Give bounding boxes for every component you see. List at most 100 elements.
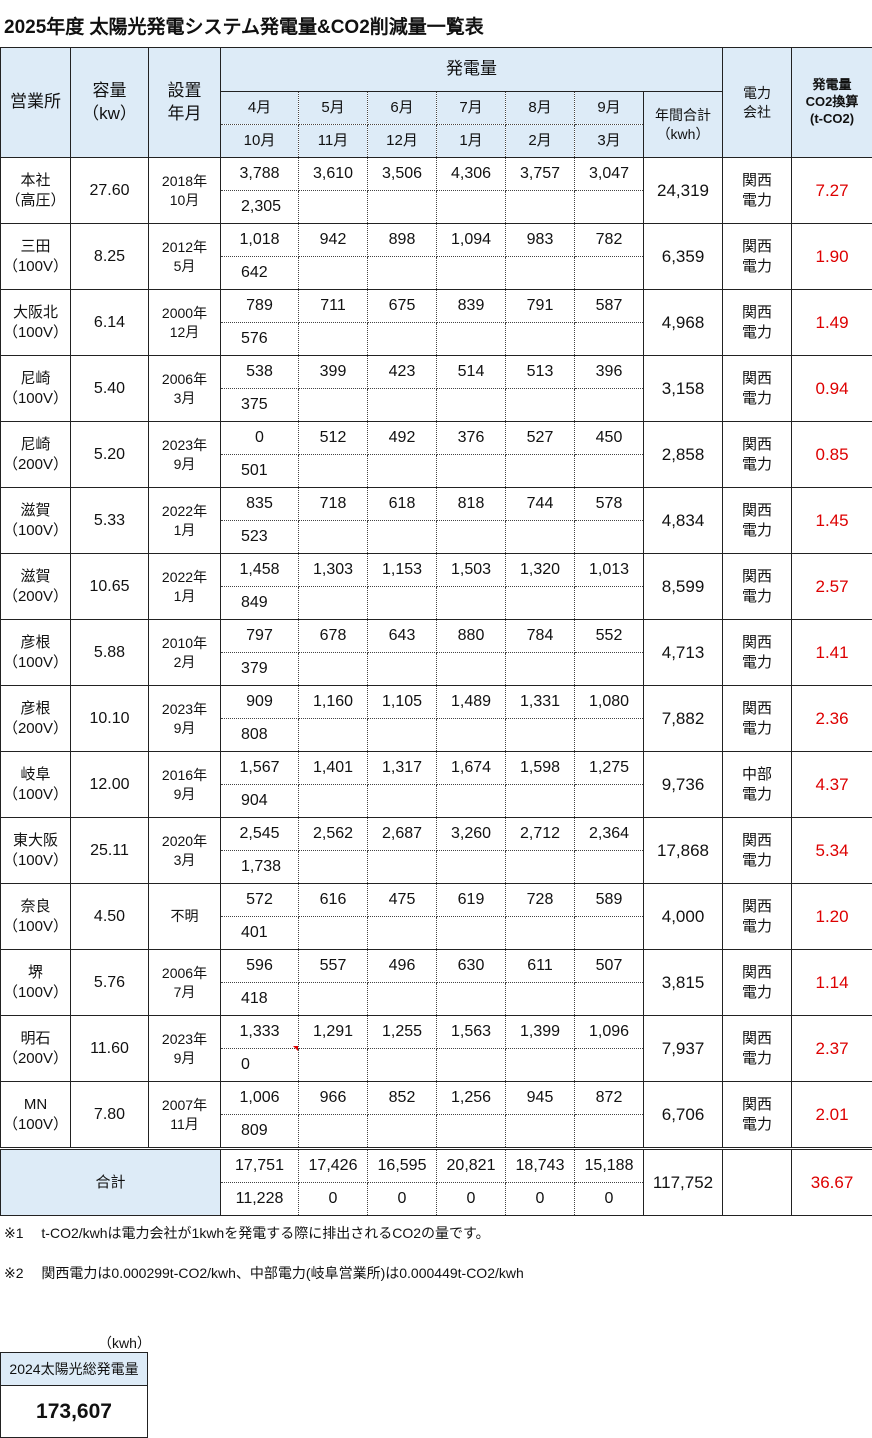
month-value: 782: [575, 224, 644, 257]
month-value: 3,757: [506, 158, 575, 191]
month-value: [506, 257, 575, 290]
month-value: 852: [368, 1082, 437, 1115]
total-month-value: 20,821: [437, 1149, 506, 1183]
annual-total: 8,599: [644, 554, 723, 620]
month-value: [299, 917, 368, 950]
month-value: 966: [299, 1082, 368, 1115]
month-value: 904: [221, 785, 299, 818]
month-value: 1,291: [299, 1016, 368, 1049]
month-value: 3,788: [221, 158, 299, 191]
capacity: 6.14: [71, 290, 149, 356]
month-header: 4月: [221, 92, 299, 125]
month-value: [506, 851, 575, 884]
month-value: [368, 587, 437, 620]
office-name: 三田（100V）: [1, 224, 71, 290]
capacity: 10.10: [71, 686, 149, 752]
capacity: 8.25: [71, 224, 149, 290]
month-value: 1,503: [437, 554, 506, 587]
capacity: 5.76: [71, 950, 149, 1016]
month-value: 611: [506, 950, 575, 983]
office-name: 彦根（200V）: [1, 686, 71, 752]
month-value: 379: [221, 653, 299, 686]
month-value: 630: [437, 950, 506, 983]
power-company: 関西電力: [723, 422, 792, 488]
co2-value: 1.90: [792, 224, 872, 290]
capacity: 5.40: [71, 356, 149, 422]
month-value: [506, 719, 575, 752]
month-value: [575, 983, 644, 1016]
month-value: 3,260: [437, 818, 506, 851]
power-company: 関西電力: [723, 290, 792, 356]
month-value: 789: [221, 290, 299, 323]
co2-value: 2.01: [792, 1082, 872, 1149]
office-name: 彦根（100V）: [1, 620, 71, 686]
total-month-value: 16,595: [368, 1149, 437, 1183]
month-value: [575, 455, 644, 488]
month-value: 728: [506, 884, 575, 917]
month-value: [437, 1049, 506, 1082]
month-value: [368, 191, 437, 224]
month-value: 1,317: [368, 752, 437, 785]
month-value: 1,018: [221, 224, 299, 257]
month-value: [299, 521, 368, 554]
month-value: [437, 719, 506, 752]
month-value: [575, 521, 644, 554]
month-value: 507: [575, 950, 644, 983]
month-value: [575, 191, 644, 224]
summary-box: 2024太陽光総発電量 173,607: [0, 1352, 148, 1438]
annual-total: 6,706: [644, 1082, 723, 1149]
comment-marker: [293, 1046, 298, 1051]
month-value: 1,399: [506, 1016, 575, 1049]
month-value: 399: [299, 356, 368, 389]
co2-value: 1.20: [792, 884, 872, 950]
co2-value: 5.34: [792, 818, 872, 884]
month-value: [368, 455, 437, 488]
month-value: 0: [221, 422, 299, 455]
month-value: [437, 389, 506, 422]
month-value: [299, 983, 368, 1016]
month-value: 1,333: [221, 1016, 299, 1049]
month-header: 3月: [575, 125, 644, 158]
office-name: 尼崎（200V）: [1, 422, 71, 488]
annual-total: 4,713: [644, 620, 723, 686]
month-value: 523: [221, 521, 299, 554]
power-company: 関西電力: [723, 950, 792, 1016]
month-value: [299, 257, 368, 290]
month-value: 839: [437, 290, 506, 323]
co2-value: 2.36: [792, 686, 872, 752]
annual-total: 24,319: [644, 158, 723, 224]
month-value: 784: [506, 620, 575, 653]
month-value: 1,674: [437, 752, 506, 785]
month-value: 616: [299, 884, 368, 917]
co2-value: 2.57: [792, 554, 872, 620]
month-value: 1,080: [575, 686, 644, 719]
month-value: [368, 257, 437, 290]
summary-label: 2024太陽光総発電量: [1, 1353, 147, 1386]
annual-total: 3,815: [644, 950, 723, 1016]
month-value: [575, 257, 644, 290]
office-name: 滋賀（200V）: [1, 554, 71, 620]
month-value: 376: [437, 422, 506, 455]
month-value: [575, 1115, 644, 1149]
power-company: 関西電力: [723, 1082, 792, 1149]
month-value: 557: [299, 950, 368, 983]
month-value: 1,320: [506, 554, 575, 587]
month-value: 578: [575, 488, 644, 521]
annual-total: 17,868: [644, 818, 723, 884]
month-value: 675: [368, 290, 437, 323]
header-generation: 発電量: [221, 48, 723, 92]
month-value: [299, 1049, 368, 1082]
month-value: [506, 389, 575, 422]
